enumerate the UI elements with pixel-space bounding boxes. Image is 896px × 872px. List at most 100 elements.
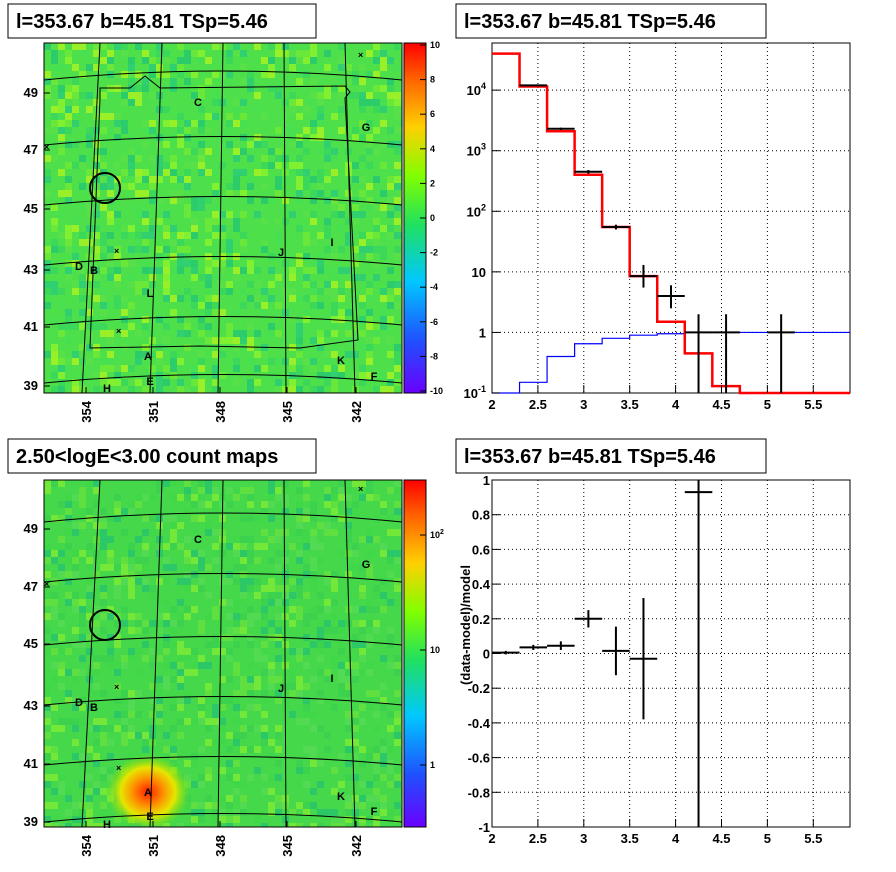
map-pixel bbox=[359, 606, 366, 613]
map-pixel bbox=[156, 690, 163, 697]
map-pixel bbox=[359, 239, 366, 246]
ts-map-colorbar-label: -6 bbox=[430, 317, 438, 327]
map-pixel bbox=[219, 697, 226, 704]
map-pixel bbox=[289, 169, 296, 176]
map-pixel bbox=[310, 711, 317, 718]
map-pixel bbox=[72, 627, 79, 634]
map-pixel bbox=[261, 613, 268, 620]
map-pixel bbox=[233, 704, 240, 711]
map-pixel bbox=[72, 386, 79, 393]
map-pixel bbox=[72, 323, 79, 330]
map-pixel bbox=[121, 309, 128, 316]
map-pixel bbox=[310, 78, 317, 85]
map-pixel bbox=[345, 711, 352, 718]
map-pixel bbox=[394, 739, 401, 746]
map-pixel bbox=[282, 557, 289, 564]
map-pixel bbox=[212, 704, 219, 711]
map-pixel bbox=[282, 99, 289, 106]
map-pixel bbox=[296, 676, 303, 683]
map-pixel bbox=[359, 760, 366, 767]
map-pixel bbox=[233, 141, 240, 148]
map-pixel bbox=[261, 732, 268, 739]
map-pixel bbox=[275, 536, 282, 543]
map-pixel bbox=[44, 732, 51, 739]
map-pixel bbox=[135, 648, 142, 655]
map-pixel bbox=[261, 197, 268, 204]
map-pixel bbox=[44, 571, 51, 578]
map-pixel bbox=[268, 536, 275, 543]
map-pixel bbox=[212, 557, 219, 564]
map-pixel bbox=[296, 176, 303, 183]
map-pixel bbox=[226, 183, 233, 190]
map-pixel bbox=[373, 536, 380, 543]
map-pixel bbox=[338, 57, 345, 64]
map-pixel bbox=[359, 302, 366, 309]
residual-y-ticks: 10.80.60.40.20-0.2-0.4-0.6-0.8-1 bbox=[468, 473, 500, 835]
map-pixel bbox=[387, 746, 394, 753]
spectrum-data-point bbox=[519, 84, 548, 87]
map-pixel bbox=[359, 480, 366, 487]
map-pixel bbox=[359, 536, 366, 543]
map-pixel bbox=[303, 683, 310, 690]
map-pixel bbox=[58, 92, 65, 99]
map-pixel bbox=[359, 190, 366, 197]
map-pixel bbox=[366, 641, 373, 648]
map-pixel bbox=[184, 578, 191, 585]
map-pixel bbox=[163, 232, 170, 239]
map-pixel bbox=[142, 585, 149, 592]
map-pixel bbox=[121, 564, 128, 571]
map-pixel bbox=[184, 613, 191, 620]
map-pixel bbox=[205, 718, 212, 725]
map-pixel bbox=[205, 739, 212, 746]
map-pixel bbox=[177, 316, 184, 323]
map-pixel bbox=[177, 239, 184, 246]
map-pixel bbox=[65, 358, 72, 365]
map-pixel bbox=[324, 351, 331, 358]
map-pixel bbox=[65, 225, 72, 232]
map-pixel bbox=[93, 169, 100, 176]
map-pixel bbox=[219, 211, 226, 218]
count-map-title-box: 2.50<logE<3.00 count maps bbox=[7, 438, 317, 474]
map-pixel bbox=[268, 281, 275, 288]
count-map-x-tick-label: 345 bbox=[280, 835, 295, 857]
map-pixel bbox=[51, 676, 58, 683]
map-pixel bbox=[93, 725, 100, 732]
map-pixel bbox=[107, 564, 114, 571]
map-pixel bbox=[114, 620, 121, 627]
map-pixel bbox=[282, 508, 289, 515]
map-pixel bbox=[212, 225, 219, 232]
map-pixel bbox=[128, 564, 135, 571]
map-pixel bbox=[359, 330, 366, 337]
map-pixel bbox=[275, 85, 282, 92]
map-pixel bbox=[310, 788, 317, 795]
map-pixel bbox=[254, 169, 261, 176]
map-pixel bbox=[317, 620, 324, 627]
map-pixel bbox=[79, 204, 86, 211]
map-pixel bbox=[254, 43, 261, 50]
map-pixel bbox=[156, 358, 163, 365]
map-pixel bbox=[219, 795, 226, 802]
map-pixel bbox=[282, 494, 289, 501]
map-pixel bbox=[226, 746, 233, 753]
map-pixel bbox=[240, 732, 247, 739]
map-pixel bbox=[310, 197, 317, 204]
map-pixel bbox=[72, 358, 79, 365]
map-pixel bbox=[226, 767, 233, 774]
map-pixel bbox=[114, 134, 121, 141]
map-pixel bbox=[191, 267, 198, 274]
map-pixel bbox=[51, 662, 58, 669]
map-pixel bbox=[79, 50, 86, 57]
map-pixel bbox=[100, 267, 107, 274]
ts-map-colorbar-label: -8 bbox=[430, 351, 438, 361]
map-pixel bbox=[93, 746, 100, 753]
spectrum-x-tick-label: 5.5 bbox=[804, 397, 822, 412]
map-pixel bbox=[233, 788, 240, 795]
map-pixel bbox=[226, 613, 233, 620]
map-pixel bbox=[296, 99, 303, 106]
map-pixel bbox=[93, 127, 100, 134]
map-pixel bbox=[296, 316, 303, 323]
map-pixel bbox=[58, 480, 65, 487]
map-pixel bbox=[65, 85, 72, 92]
map-pixel bbox=[310, 543, 317, 550]
map-pixel bbox=[58, 788, 65, 795]
